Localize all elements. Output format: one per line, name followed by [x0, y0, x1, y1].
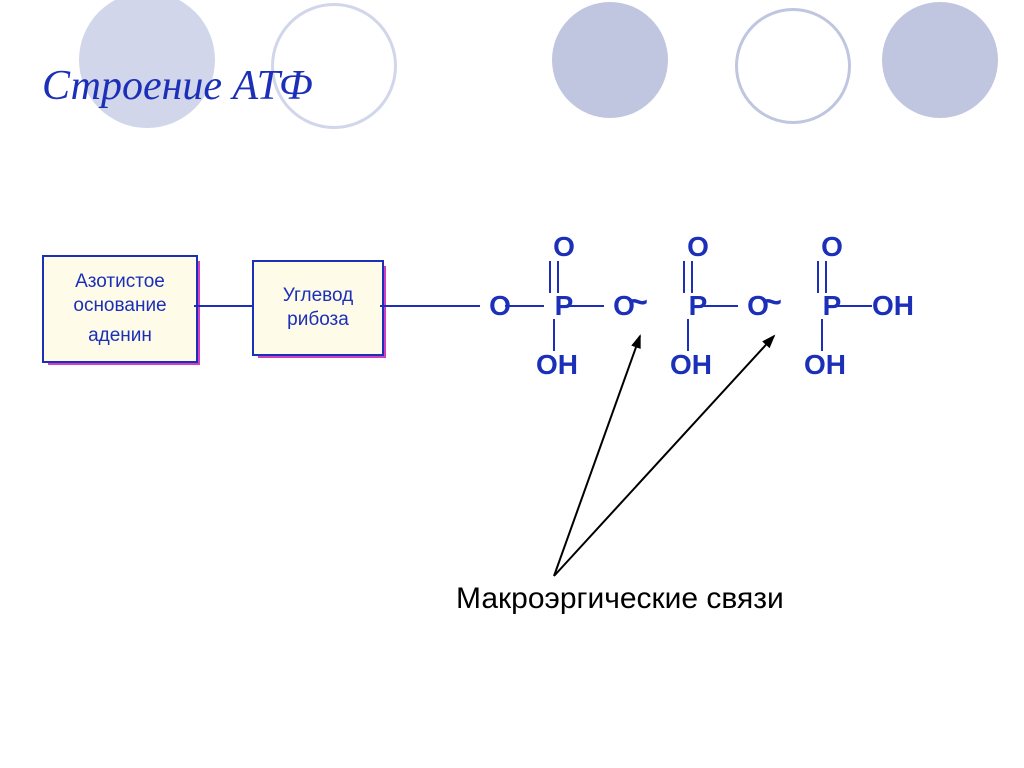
dbond-a-2 [817, 261, 819, 293]
dbond-a-0 [549, 261, 551, 293]
vbond-0 [553, 319, 555, 351]
dbond-b-1 [691, 261, 693, 293]
double-o-1: O [678, 230, 718, 264]
box-adenine-line2: основание [73, 294, 166, 318]
double-o-0: O [544, 230, 584, 264]
page-title: Строение АТФ [42, 62, 313, 110]
dbond-b-0 [557, 261, 559, 293]
atom-3: OH [872, 289, 914, 323]
h-bond-2 [505, 305, 544, 307]
box-adenine-line1: Азотистое [73, 270, 166, 294]
tilde-2: ~ [760, 285, 784, 319]
decor-circle-4 [882, 2, 998, 118]
h-bond-1 [380, 305, 480, 307]
hydroxyl-2: OH [804, 348, 846, 382]
box-ribose: Углеводрибоза [252, 260, 384, 356]
h-bond-0 [194, 305, 252, 307]
decor-circle-3 [735, 8, 851, 124]
h-bond-5 [834, 305, 872, 307]
decor-circle-2 [552, 2, 668, 118]
macroergic-caption: Макроэргические связи [456, 582, 784, 616]
double-o-2: O [812, 230, 852, 264]
dbond-b-2 [825, 261, 827, 293]
box-ribose-line2: рибоза [283, 308, 354, 332]
vbond-2 [821, 319, 823, 351]
vbond-1 [687, 319, 689, 351]
box-adenine: Азотистоеоснование аденин [42, 255, 198, 363]
dbond-a-1 [683, 261, 685, 293]
hydroxyl-0: OH [536, 348, 578, 382]
h-bond-3 [566, 305, 604, 307]
box-ribose-line1: Углевод [283, 284, 354, 308]
hydroxyl-1: OH [670, 348, 712, 382]
h-bond-4 [700, 305, 738, 307]
tilde-1: ~ [626, 285, 650, 319]
box-adenine-line3: аденин [73, 324, 166, 348]
